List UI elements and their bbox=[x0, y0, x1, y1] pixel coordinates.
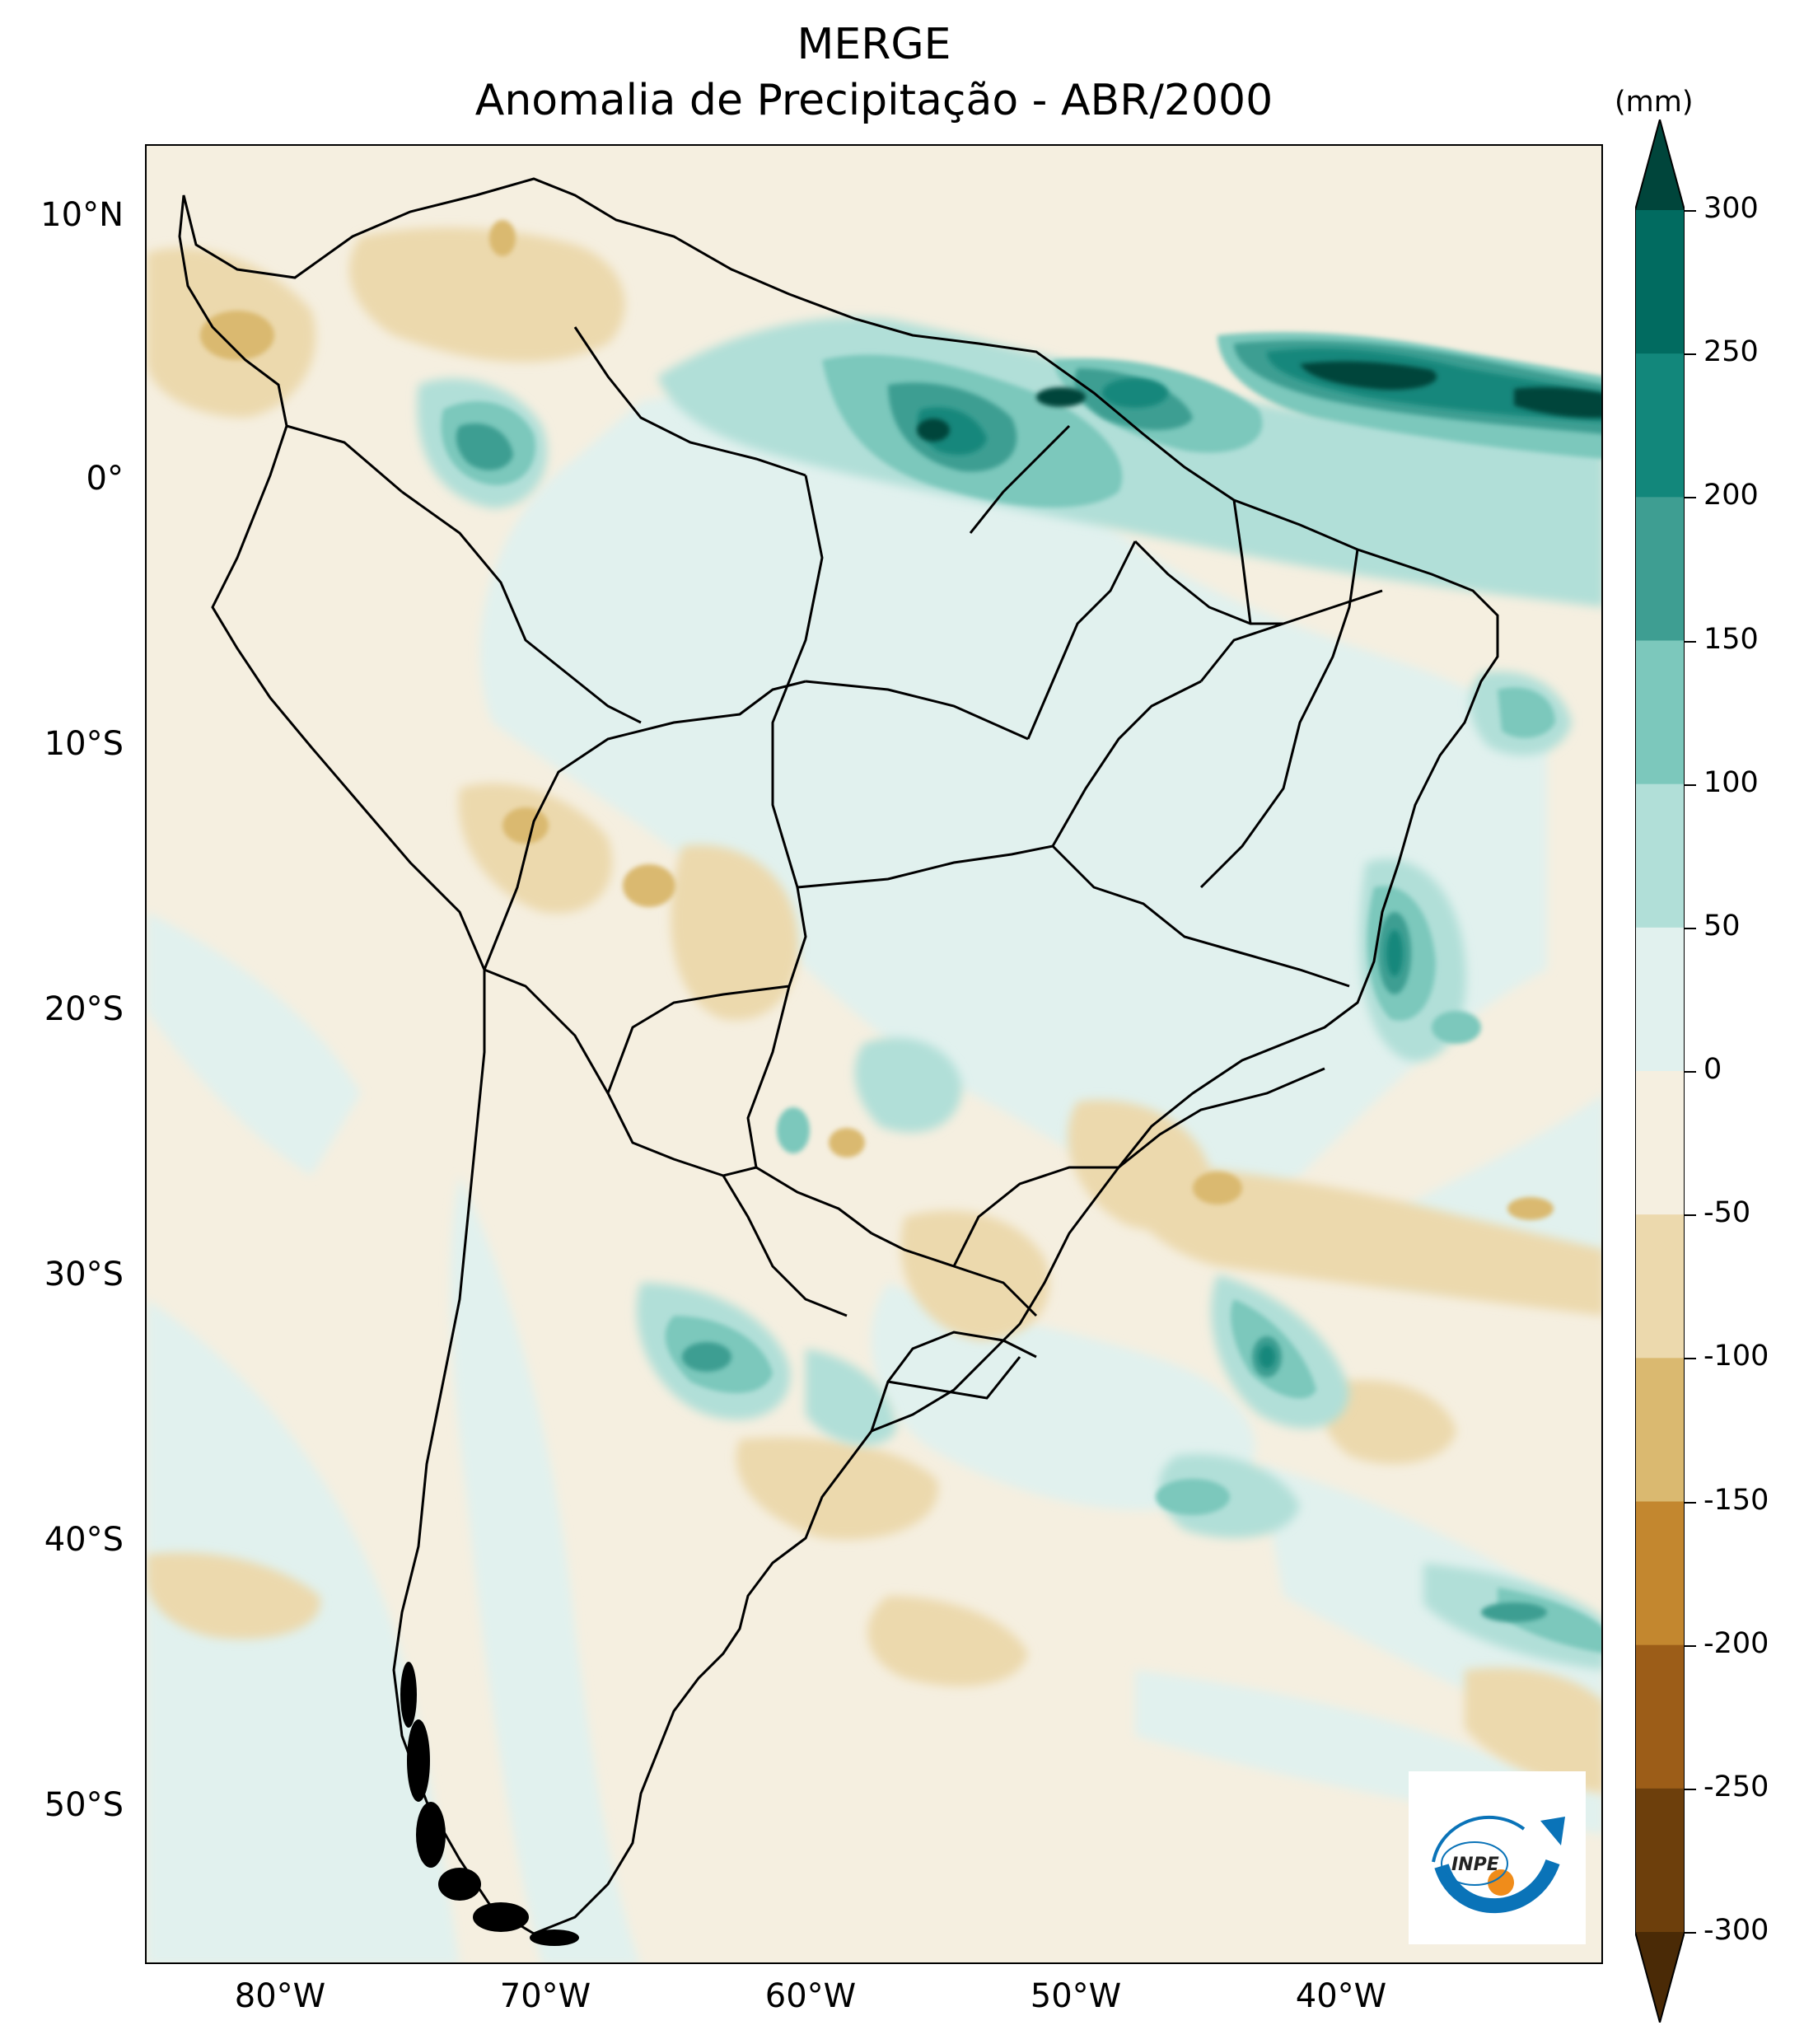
colorbar-extend-bottom bbox=[1635, 1932, 1685, 2023]
anomaly-map bbox=[147, 146, 1601, 1962]
colorbar-tick-mark bbox=[1685, 1071, 1696, 1073]
lat-tick-20s: 20°S bbox=[44, 990, 124, 1028]
colorbar-segment bbox=[1635, 1644, 1685, 1789]
colorbar-segment bbox=[1635, 640, 1685, 785]
map-subtitle: Anomalia de Precipitação - ABR/2000 bbox=[474, 76, 1274, 125]
colorbar-segment bbox=[1635, 783, 1685, 928]
lon-tick-50w: 50°W bbox=[1030, 1977, 1122, 2015]
colorbar-segment bbox=[1635, 1501, 1685, 1646]
lat-tick-40s: 40°S bbox=[44, 1521, 124, 1559]
colorbar-tick-label: -200 bbox=[1704, 1626, 1769, 1660]
colorbar-tick-mark bbox=[1685, 210, 1696, 212]
anomaly-0-50-areas bbox=[147, 392, 1601, 1962]
colorbar-tick-label: -100 bbox=[1704, 1340, 1769, 1373]
colorbar-tick-mark bbox=[1685, 783, 1696, 786]
lon-tick-70w: 70°W bbox=[499, 1977, 591, 2015]
colorbar-tick-label: 150 bbox=[1704, 622, 1759, 656]
colorbar-tick-label: 200 bbox=[1704, 479, 1759, 512]
colorbar-tick-mark bbox=[1685, 1932, 1696, 1934]
colorbar-tick-mark bbox=[1685, 1214, 1696, 1217]
colorbar-tick-mark bbox=[1685, 640, 1696, 643]
lat-tick-10n: 10°N bbox=[40, 196, 124, 234]
colorbar-tick-mark bbox=[1685, 1644, 1696, 1647]
colorbar-segment bbox=[1635, 1071, 1685, 1215]
map-panel bbox=[145, 144, 1603, 1964]
colorbar-tick-label: 100 bbox=[1704, 765, 1759, 799]
colorbar-tick-label: 50 bbox=[1704, 909, 1741, 942]
logo-text: INPE bbox=[1451, 1855, 1499, 1875]
lon-tick-40w: 40°W bbox=[1295, 1977, 1387, 2015]
lat-tick-10s: 10°S bbox=[44, 725, 124, 763]
colorbar-tick-label: 300 bbox=[1704, 192, 1759, 225]
colorbar-unit: (mm) bbox=[1615, 86, 1694, 119]
colorbar-tick-label: -300 bbox=[1704, 1914, 1769, 1947]
anomaly-250-300-areas bbox=[917, 361, 1601, 442]
colorbar-tick-mark bbox=[1685, 927, 1696, 929]
borders-coastline bbox=[178, 177, 1499, 1935]
colorbar-segment bbox=[1635, 1358, 1685, 1502]
colorbar-tick-mark bbox=[1685, 1501, 1696, 1504]
colorbar-tick-label: 0 bbox=[1704, 1053, 1722, 1086]
lat-tick-30s: 30°S bbox=[44, 1256, 124, 1293]
colorbar-segment bbox=[1635, 497, 1685, 641]
colorbar-segment bbox=[1635, 353, 1685, 498]
colorbar-tick-mark bbox=[1685, 1788, 1696, 1790]
colorbar-tick-label: 250 bbox=[1704, 335, 1759, 369]
lon-tick-60w: 60°W bbox=[764, 1977, 857, 2015]
inpe-logo: INPE bbox=[1409, 1771, 1586, 1944]
colorbar-tick-mark bbox=[1685, 353, 1696, 356]
colorbar-tick-mark bbox=[1685, 1358, 1696, 1360]
colorbar-tick-label: -250 bbox=[1704, 1770, 1769, 1803]
colorbar bbox=[1635, 119, 1685, 2023]
colorbar-segment bbox=[1635, 210, 1685, 354]
colorbar-tick-mark bbox=[1685, 497, 1696, 499]
colorbar-tick-label: -150 bbox=[1704, 1483, 1769, 1517]
lon-tick-80w: 80°W bbox=[234, 1977, 326, 2015]
lat-tick-50s: 50°S bbox=[44, 1786, 124, 1824]
colorbar-segment bbox=[1635, 927, 1685, 1072]
colorbar-tick-label: -50 bbox=[1704, 1196, 1751, 1230]
map-title: MERGE bbox=[797, 20, 951, 69]
colorbar-segment bbox=[1635, 1788, 1685, 1933]
lat-tick-0: 0° bbox=[86, 460, 124, 498]
colorbar-segment bbox=[1635, 1214, 1685, 1359]
colorbar-extend-top bbox=[1635, 119, 1685, 210]
patagonia-islands bbox=[400, 1662, 579, 1946]
